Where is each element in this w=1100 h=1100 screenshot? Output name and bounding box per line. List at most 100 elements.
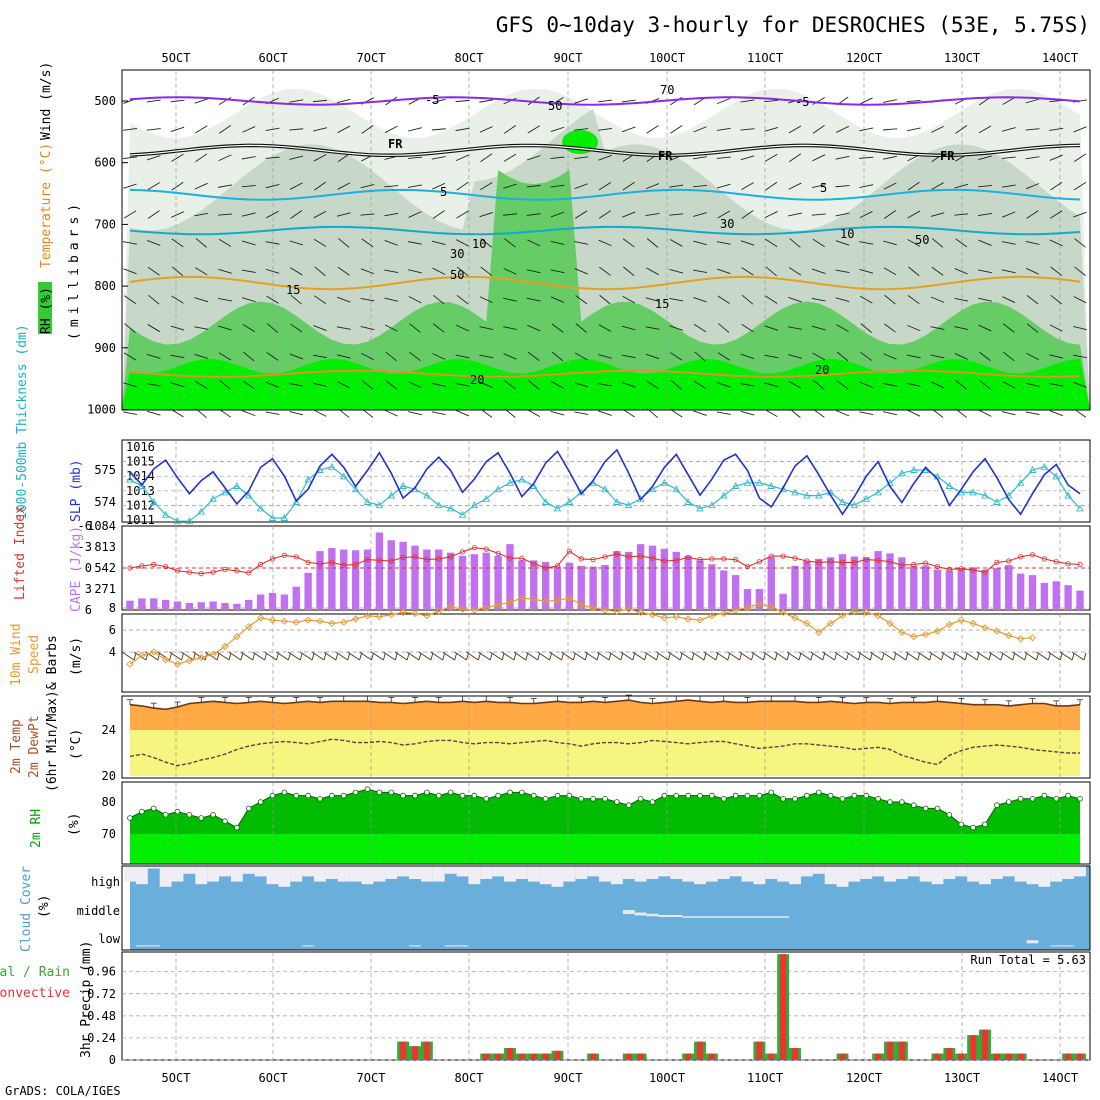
wind-barb bbox=[170, 126, 185, 132]
wind-barb bbox=[194, 98, 209, 104]
wind10-barb-flag bbox=[584, 652, 588, 661]
rh2m-point bbox=[1017, 795, 1024, 802]
wind-barb bbox=[384, 269, 399, 274]
thickness-point bbox=[862, 494, 871, 502]
wind-barb bbox=[811, 298, 826, 302]
li-point bbox=[804, 558, 810, 564]
rh2m-point bbox=[412, 792, 418, 799]
cloud-high-clear bbox=[884, 866, 896, 882]
cape-bar bbox=[268, 592, 277, 610]
wind-speed-point bbox=[957, 616, 965, 624]
cape-bar bbox=[696, 560, 704, 610]
cloud-high-clear bbox=[907, 866, 920, 877]
cloud-high-clear bbox=[931, 866, 944, 885]
wind10-barb-flag bbox=[751, 652, 754, 661]
temp2m-label-3: (6hr Min/Max) bbox=[45, 690, 60, 792]
wind-barb bbox=[598, 239, 612, 247]
rh-label-50-c: 50 bbox=[915, 233, 929, 247]
cape-bar bbox=[910, 565, 918, 610]
wind10-barb bbox=[323, 651, 337, 661]
wind-barb bbox=[480, 266, 493, 276]
contour-label-20-b: 20 bbox=[815, 363, 829, 377]
cloud-high-clear bbox=[171, 866, 184, 882]
cloud-high-clear bbox=[872, 866, 885, 877]
li-point bbox=[448, 554, 454, 560]
wind-barb bbox=[955, 238, 968, 248]
wind-speed-point bbox=[743, 604, 752, 612]
bottom-tick-7OCT: 7OCT bbox=[357, 1071, 386, 1085]
cloud-high-clear bbox=[705, 866, 718, 882]
wind-barb bbox=[171, 153, 184, 162]
wind-barb bbox=[883, 182, 897, 190]
wind10-barb-flag bbox=[549, 652, 553, 661]
wind-barb bbox=[859, 381, 873, 388]
wind-barb bbox=[432, 353, 446, 360]
wind-barb bbox=[123, 183, 137, 189]
wind10-barb bbox=[608, 651, 622, 661]
thickness-point bbox=[458, 510, 467, 518]
rh2m-point bbox=[827, 792, 834, 799]
wind-barb bbox=[836, 324, 849, 332]
wind10-barb bbox=[383, 651, 396, 661]
wind10-barb-flag bbox=[644, 652, 648, 661]
wind-barb bbox=[171, 409, 184, 418]
li-point bbox=[186, 569, 192, 575]
cape-bar bbox=[743, 589, 752, 610]
wind-barb bbox=[123, 352, 137, 361]
wind-barb bbox=[693, 380, 707, 390]
wind-barb bbox=[789, 408, 801, 418]
wind-barb bbox=[550, 269, 565, 274]
rh2m-point bbox=[982, 821, 988, 828]
wind10-barb bbox=[869, 651, 883, 661]
wind-barb bbox=[836, 380, 849, 390]
precip-conv-bar bbox=[590, 1053, 597, 1060]
precip-tick-0.48: 0.48 bbox=[87, 1009, 116, 1023]
wind10-barb-flag bbox=[276, 652, 279, 661]
wind-barb bbox=[265, 268, 280, 274]
wind-barb bbox=[1050, 181, 1063, 191]
li-point bbox=[721, 556, 727, 562]
wind-barb bbox=[480, 153, 493, 163]
wind-barb bbox=[313, 127, 327, 132]
wind-speed-point bbox=[233, 632, 241, 641]
wind-barb bbox=[1001, 156, 1016, 159]
li-point bbox=[685, 554, 691, 561]
wind-speed-point bbox=[886, 619, 894, 628]
wind-barb bbox=[408, 211, 422, 218]
cloud-high-clear bbox=[955, 866, 968, 877]
cloud-unit: (%) bbox=[37, 895, 52, 918]
wind-barb bbox=[954, 183, 969, 189]
li-tick-3: 3 bbox=[85, 582, 92, 596]
cloud-frame bbox=[121, 865, 1091, 951]
cloud-high-clear bbox=[420, 866, 433, 882]
wind-barb bbox=[289, 182, 303, 190]
rh2m-point bbox=[958, 821, 965, 828]
wind10-barb bbox=[430, 651, 443, 661]
upper-air-panel: 500 600 700 800 900 1000 -5 -5 FR FR FR 5 5 10 10 15 15 2… bbox=[87, 69, 1091, 419]
cape-bar bbox=[280, 594, 289, 610]
wind-speed-point bbox=[921, 630, 930, 639]
wind-barb bbox=[740, 240, 755, 246]
wind-barb bbox=[147, 266, 160, 276]
thickness-point bbox=[755, 478, 764, 486]
cloud-high-clear bbox=[1002, 866, 1015, 877]
wind-barb bbox=[622, 238, 635, 248]
li-point bbox=[543, 565, 549, 571]
wind-barb bbox=[622, 295, 636, 304]
wind10m-label-3: & Barbs bbox=[45, 635, 60, 690]
cape-bar bbox=[660, 548, 669, 610]
wind10-barb-flag bbox=[905, 652, 909, 661]
rh2m-point bbox=[269, 792, 276, 799]
rh2m-point bbox=[519, 789, 525, 796]
wind-barb bbox=[740, 353, 755, 360]
li-point bbox=[1018, 554, 1024, 560]
contour-label-5-b: 5 bbox=[820, 181, 827, 195]
wind-barb bbox=[812, 154, 826, 162]
wind-barb bbox=[670, 125, 683, 134]
wind10-barb bbox=[573, 651, 586, 661]
wind10-barb bbox=[489, 651, 503, 661]
wind-speed-point bbox=[1005, 631, 1013, 640]
wind-speed-point bbox=[945, 620, 954, 629]
rh2m-point bbox=[910, 802, 917, 808]
rh2m-point bbox=[720, 795, 727, 802]
